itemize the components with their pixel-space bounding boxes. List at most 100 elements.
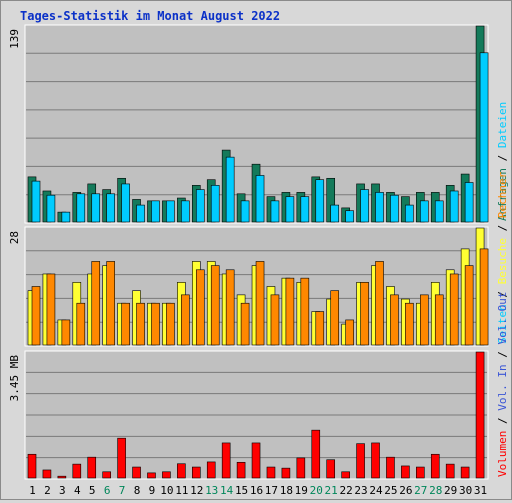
x-tick-label-day-26: 26 (399, 484, 412, 497)
bar-middle-rechner-day-12 (195, 269, 205, 346)
x-tick-label-day-14: 14 (220, 484, 234, 497)
bar-middle-rechner-day-31 (479, 248, 489, 346)
bar-top-dateien-day-23 (360, 189, 369, 223)
legend-separator: / (496, 148, 509, 168)
bar-middle-rechner-day-16 (255, 261, 265, 346)
x-tick-label-day-19: 19 (295, 484, 308, 497)
bar-bottom-volumen-day-18 (281, 467, 291, 479)
bar-bottom-volumen-day-28 (430, 453, 440, 479)
bar-bottom-volumen-day-30 (460, 466, 470, 479)
bar-top-dateien-day-31 (479, 52, 489, 223)
bar-bottom-volumen-day-7 (117, 437, 126, 479)
x-tick-label-day-12: 12 (190, 484, 203, 497)
legend-top: Anfragen / Dateien (496, 102, 509, 221)
bar-top-dateien-day-5 (91, 193, 101, 223)
x-tick-label-day-21: 21 (325, 484, 338, 497)
bar-middle-rechner-day-29 (449, 273, 459, 346)
bar-top-dateien-day-1 (31, 180, 41, 223)
bar-middle-rechner-day-20 (315, 311, 325, 346)
x-tick-label-day-16: 16 (250, 484, 263, 497)
x-tick-label-day-22: 22 (339, 484, 352, 497)
bar-middle-rechner-day-2 (46, 273, 56, 346)
bar-middle-rechner-day-4 (76, 302, 86, 346)
x-tick-label-day-7: 7 (119, 484, 126, 497)
x-tick-label-day-1: 1 (29, 484, 36, 497)
bar-top-dateien-day-2 (46, 194, 56, 223)
bar-top-dateien-day-24 (375, 192, 384, 223)
bar-top-dateien-day-11 (181, 200, 190, 223)
bar-middle-rechner-day-24 (375, 261, 384, 346)
legend-entry: Vol. In (496, 364, 509, 410)
bar-bottom-volumen-day-16 (251, 442, 261, 479)
bar-top-dateien-day-14 (225, 156, 235, 223)
bar-top-dateien-day-25 (390, 194, 399, 223)
bar-middle-rechner-day-10 (166, 302, 175, 346)
x-tick-label-day-5: 5 (89, 484, 96, 497)
bar-bottom-volumen-day-29 (445, 463, 455, 479)
bar-bottom-volumen-day-1 (27, 453, 37, 479)
chart-title: Tages-Statistik im Monat August 2022 (20, 9, 281, 23)
bar-bottom-volumen-day-23 (356, 443, 365, 479)
x-tick-label-day-3: 3 (59, 484, 66, 497)
bar-top-dateien-day-15 (240, 200, 250, 223)
bar-middle-rechner-day-22 (345, 319, 354, 346)
bar-bottom-volumen-day-19 (296, 457, 306, 479)
x-tick-label-day-10: 10 (160, 484, 173, 497)
bar-bottom-volumen-day-26 (401, 465, 410, 479)
bar-bottom-volumen-day-27 (416, 466, 425, 479)
legend-separator: / (496, 218, 509, 238)
bar-top-dateien-day-28 (434, 200, 444, 223)
bar-top-dateien-day-20 (315, 179, 325, 223)
x-tick-label-day-25: 25 (384, 484, 397, 497)
bar-top-dateien-day-21 (330, 204, 340, 223)
y-max-label: 3.45 MB (8, 355, 21, 402)
bar-bottom-volumen-day-4 (72, 463, 82, 479)
bar-bottom-volumen-day-9 (147, 472, 156, 479)
x-tick-label-day-31: 31 (474, 484, 487, 497)
bar-bottom-volumen-day-10 (162, 471, 171, 479)
bar-middle-rechner-day-1 (31, 286, 41, 346)
bar-top-dateien-day-12 (195, 189, 205, 223)
bar-bottom-volumen-day-11 (177, 463, 186, 479)
bar-bottom-volumen-day-3 (57, 475, 67, 479)
legend-separator: / (496, 411, 509, 431)
legend-entry: Besuche (496, 238, 509, 284)
bar-top-dateien-day-10 (166, 200, 175, 223)
bar-bottom-volumen-day-25 (386, 456, 395, 479)
bar-middle-rechner-day-3 (61, 319, 71, 346)
bar-top-dateien-day-26 (405, 204, 414, 223)
bar-top-dateien-day-16 (255, 175, 265, 223)
legend-middle: Seiten / Besuche / Rechner (496, 171, 509, 344)
bar-middle-rechner-day-18 (285, 277, 295, 346)
bar-middle-rechner-day-5 (91, 261, 101, 346)
bar-bottom-volumen-day-21 (326, 459, 336, 479)
bar-bottom-volumen-day-2 (42, 469, 52, 479)
legend-entry: Seiten (496, 304, 509, 344)
bar-middle-rechner-day-9 (151, 302, 160, 346)
bar-top-dateien-day-22 (345, 210, 354, 223)
bar-middle-rechner-day-6 (106, 261, 115, 346)
x-tick-label-day-29: 29 (444, 484, 457, 497)
bar-middle-rechner-day-25 (390, 294, 399, 346)
legend-entry: Dateien (496, 102, 509, 148)
x-tick-label-day-9: 9 (149, 484, 156, 497)
legend-entry: Anfragen (496, 168, 509, 221)
x-tick-label-day-30: 30 (459, 484, 472, 497)
legend-separator: / (496, 345, 509, 365)
bar-middle-rechner-day-11 (181, 294, 190, 346)
x-tick-label-day-4: 4 (74, 484, 81, 497)
x-tick-label-day-24: 24 (369, 484, 383, 497)
legend-separator: / (496, 284, 509, 304)
x-tick-label-day-11: 11 (175, 484, 188, 497)
legend-bottom: Volumen / Vol. In / Vol. Out (496, 292, 509, 477)
x-tick-label-day-18: 18 (280, 484, 293, 497)
bar-bottom-volumen-day-31 (475, 351, 485, 479)
bar-top-dateien-day-19 (300, 196, 310, 223)
x-tick-label-day-6: 6 (104, 484, 111, 497)
bar-bottom-volumen-day-22 (341, 471, 350, 479)
bar-middle-rechner-day-30 (464, 265, 474, 346)
bar-top-dateien-day-13 (210, 185, 220, 223)
bar-bottom-volumen-day-8 (132, 466, 141, 479)
bar-middle-rechner-day-17 (270, 294, 280, 346)
bar-top-dateien-day-30 (464, 182, 474, 223)
